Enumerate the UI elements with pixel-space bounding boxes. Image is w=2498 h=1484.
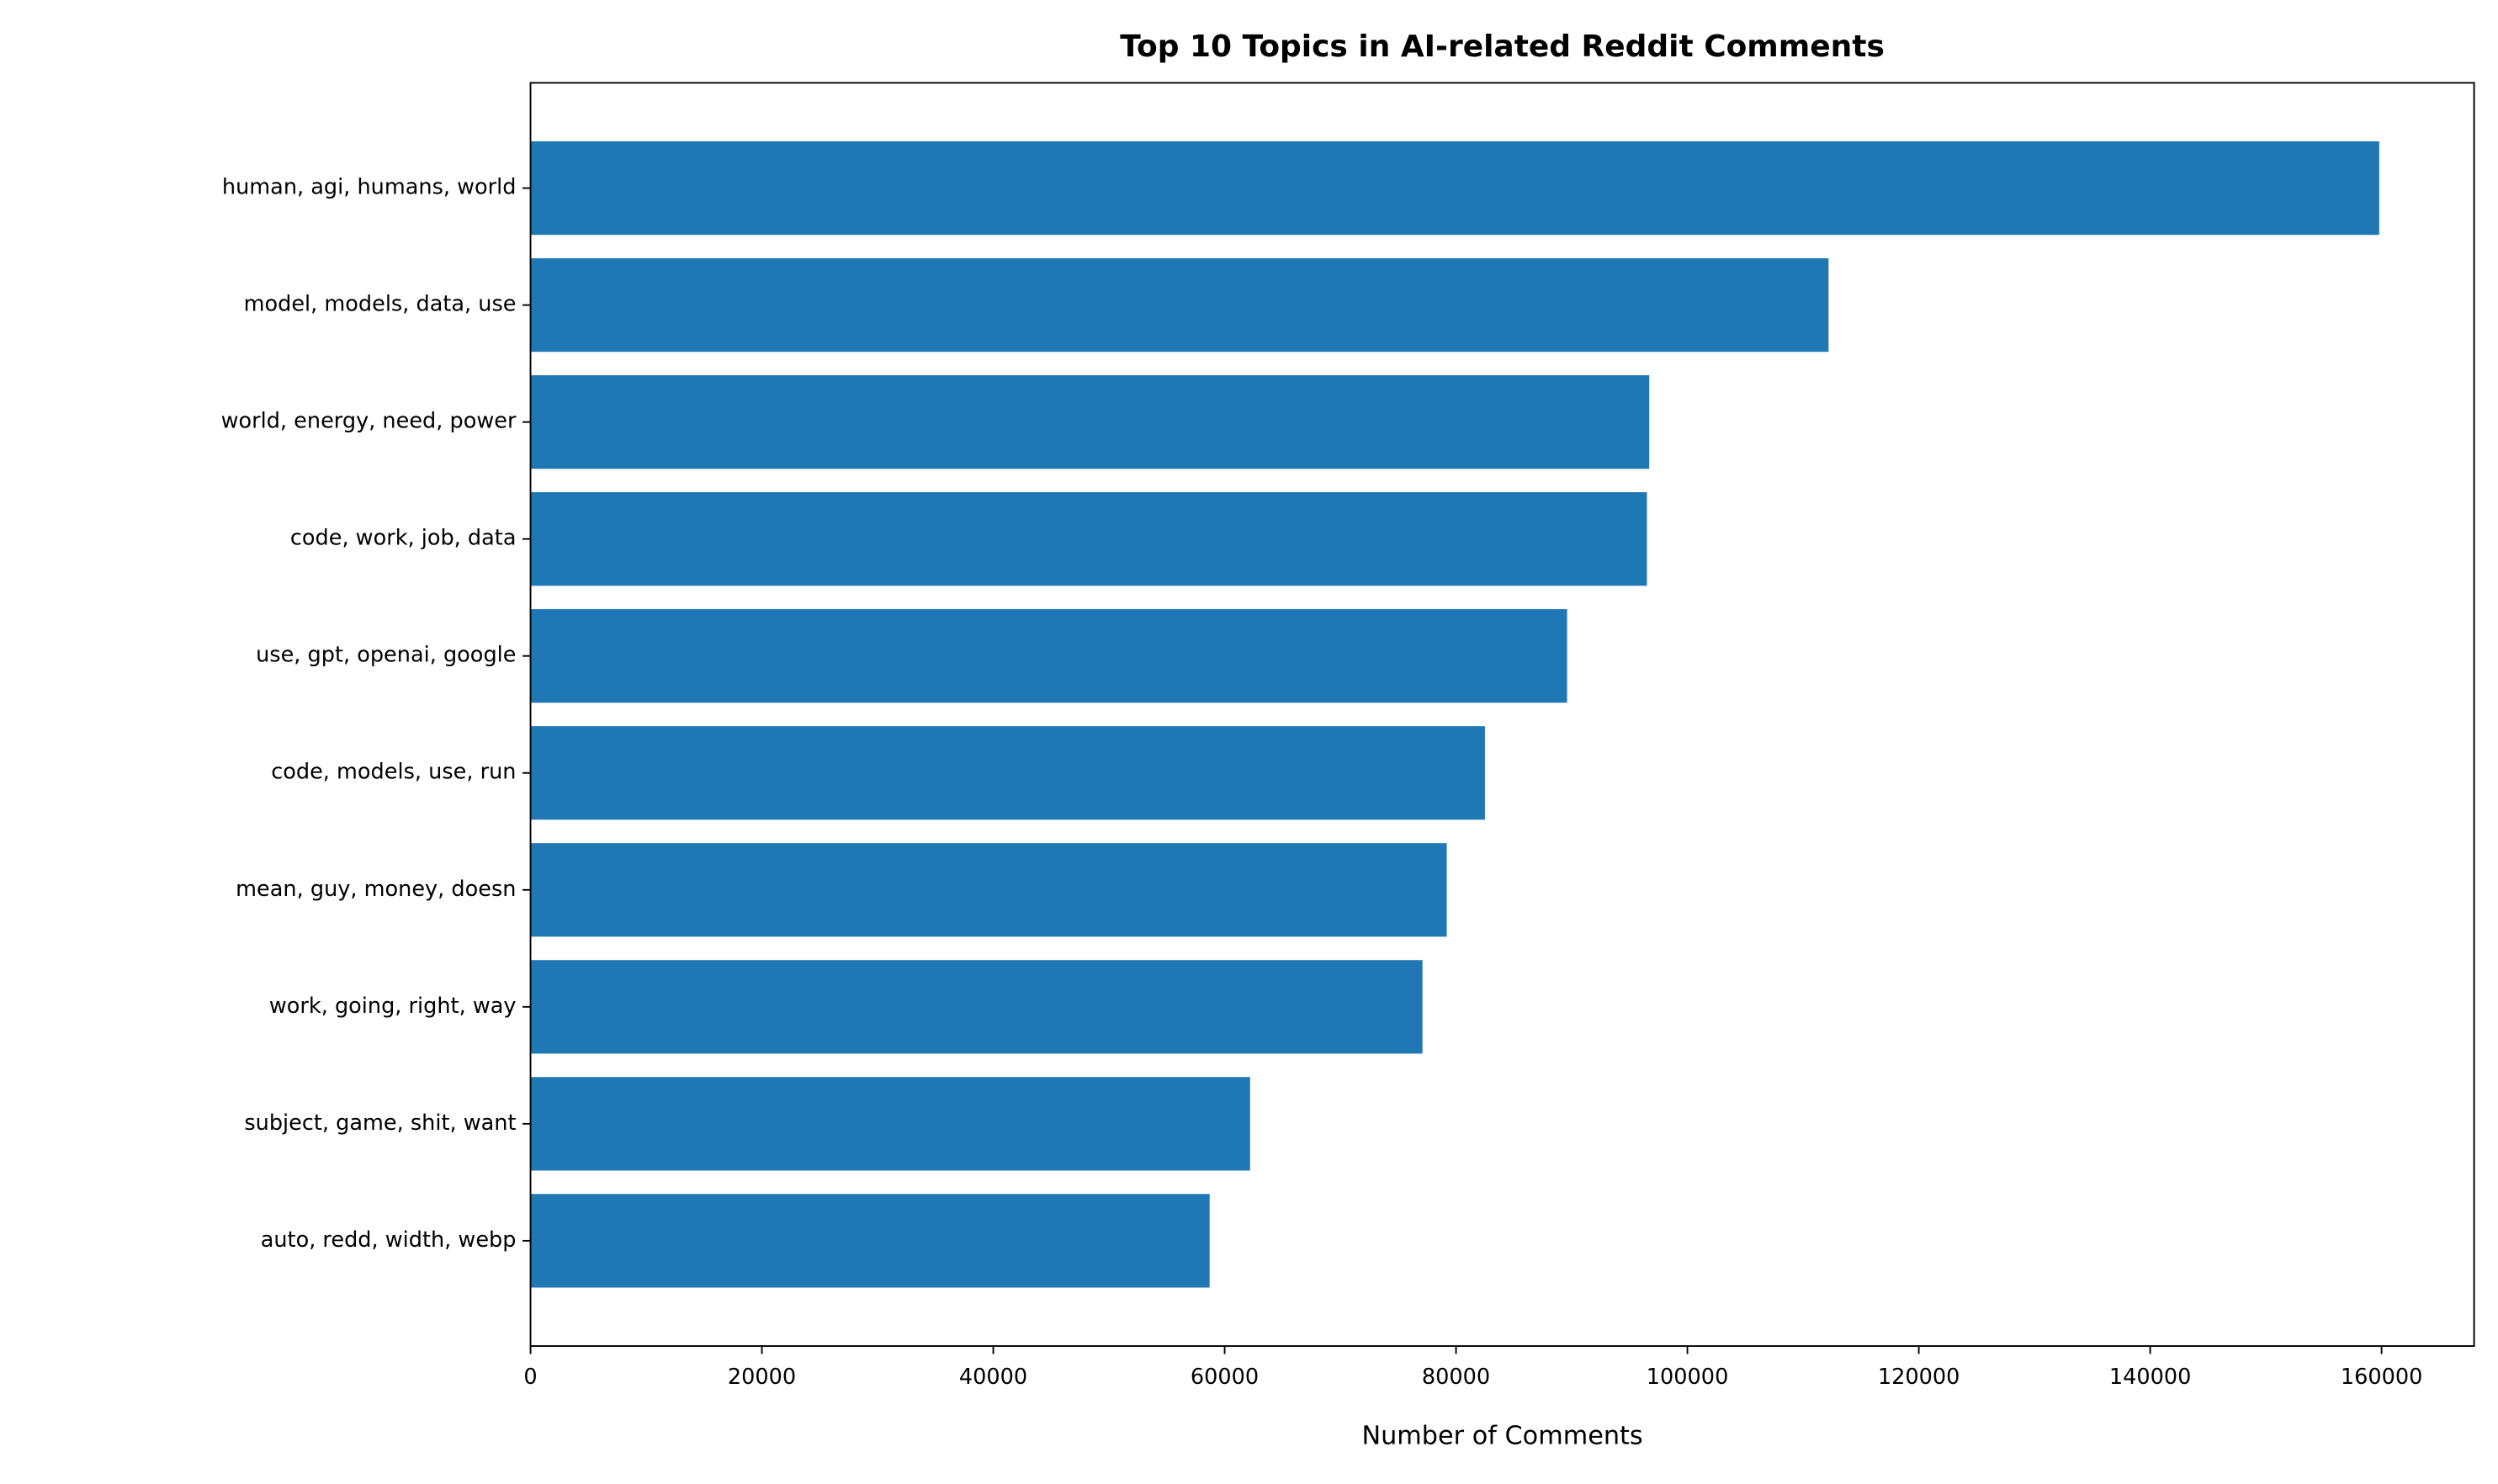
x-tick-label: 40000 (959, 1365, 1027, 1390)
bar (530, 1194, 1210, 1288)
chart-title: Top 10 Topics in AI-related Reddit Comme… (1120, 29, 1885, 64)
y-tick-label: model, models, data, use (244, 292, 517, 317)
x-tick-label: 80000 (1422, 1365, 1490, 1390)
y-tick-label: subject, game, shit, want (244, 1110, 516, 1136)
x-tick-label: 120000 (1878, 1365, 1960, 1390)
x-tick-label: 160000 (2341, 1365, 2423, 1390)
x-tick-label: 0 (523, 1365, 537, 1390)
y-tick-label: use, gpt, openai, google (256, 643, 516, 668)
bar (530, 492, 1647, 586)
y-tick-label: auto, redd, width, webp (261, 1227, 517, 1253)
bar (530, 1077, 1250, 1171)
bar (530, 843, 1447, 937)
y-tick-label: mean, guy, money, doesn (236, 877, 516, 902)
x-tick-label: 140000 (2109, 1365, 2192, 1390)
bar (530, 726, 1485, 820)
x-tick-label: 100000 (1647, 1365, 1729, 1390)
x-axis-label: Number of Comments (1361, 1421, 1642, 1450)
bar (530, 609, 1567, 703)
y-tick-label: code, work, job, data (290, 526, 517, 551)
y-tick-label: human, agi, humans, world (222, 175, 517, 200)
plot-frame (529, 82, 2475, 1347)
bar (530, 140, 2379, 236)
bar (530, 375, 1650, 469)
x-tick-label: 20000 (728, 1365, 796, 1390)
y-tick-label: work, going, right, way (269, 994, 517, 1019)
bar (530, 258, 1829, 352)
y-tick-label: code, models, use, run (271, 760, 516, 785)
x-tick-label: 60000 (1191, 1365, 1259, 1390)
y-tick-label: world, energy, need, power (221, 409, 517, 434)
bar (530, 960, 1423, 1054)
